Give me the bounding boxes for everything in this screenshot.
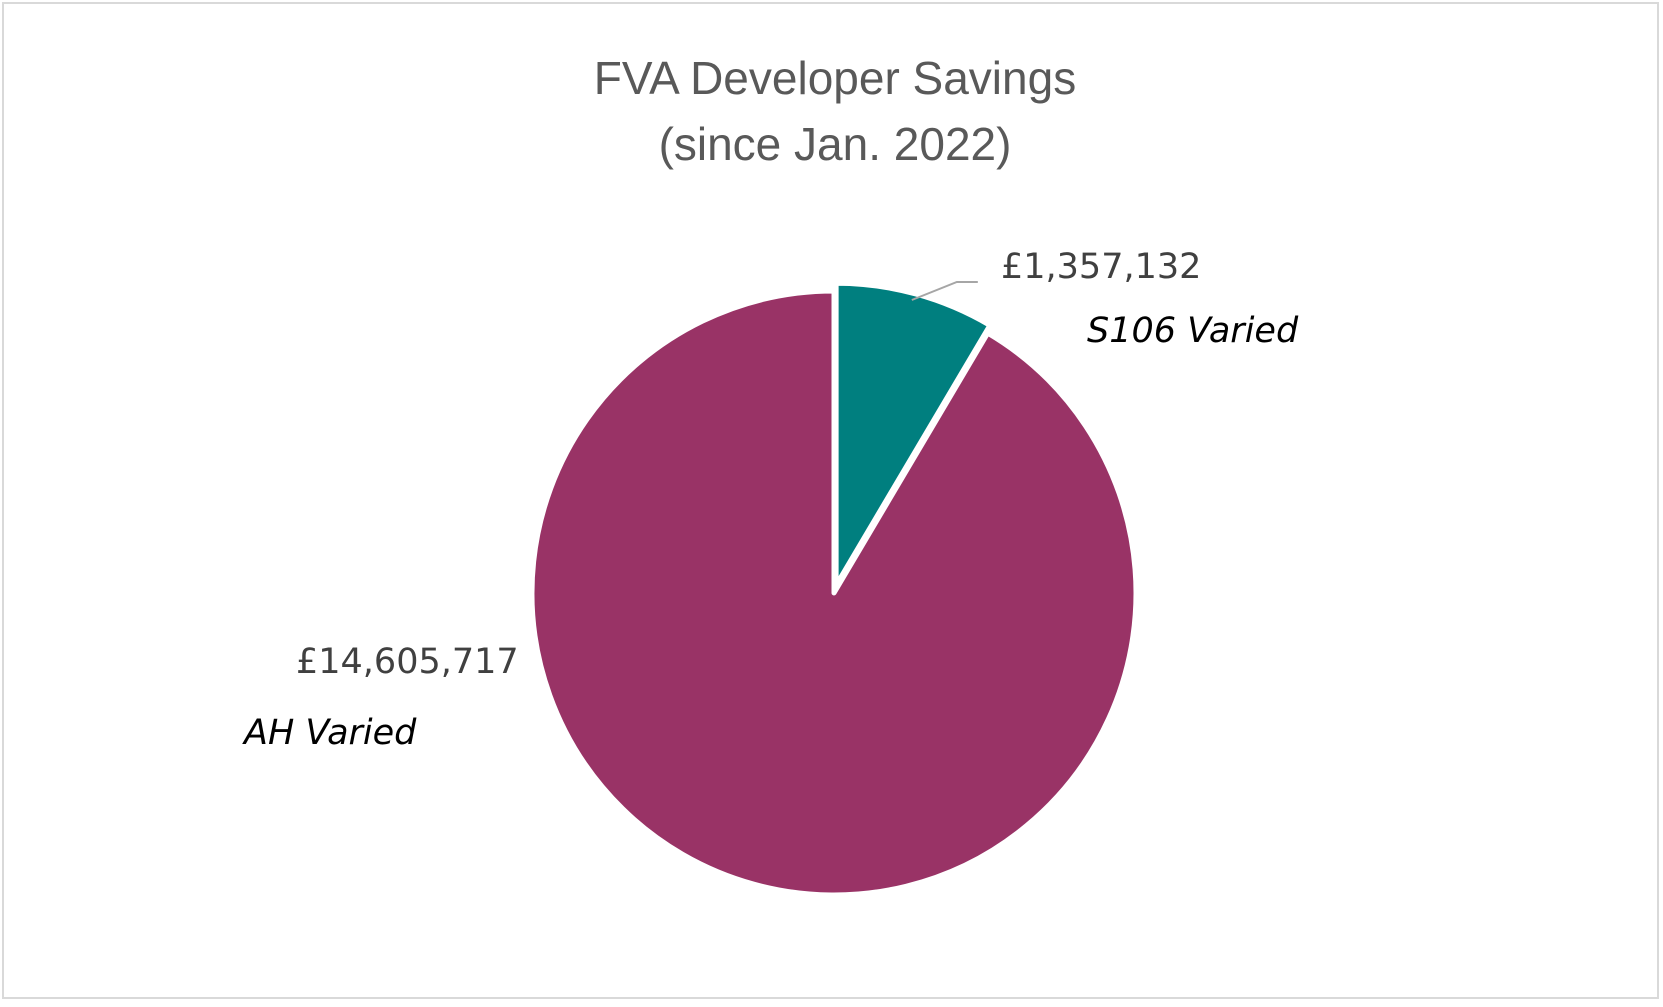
chart-title-line-1: FVA Developer Savings bbox=[594, 52, 1076, 104]
leader-line-s106 bbox=[911, 280, 978, 301]
chart-title-line-2: (since Jan. 2022) bbox=[659, 118, 1012, 170]
pie-slices bbox=[529, 280, 1139, 898]
value-label-ah: £14,605,717 bbox=[296, 642, 519, 682]
pie-slice-ah bbox=[529, 288, 1139, 898]
category-label-s106: S106 Varied bbox=[1087, 311, 1299, 351]
category-label-ah: AH Varied bbox=[242, 713, 417, 753]
pie-chart: FVA Developer Savings (since Jan. 2022) … bbox=[242, 52, 1299, 898]
pie-slice-s106 bbox=[833, 280, 993, 588]
value-label-s106: £1,357,132 bbox=[1001, 247, 1201, 287]
